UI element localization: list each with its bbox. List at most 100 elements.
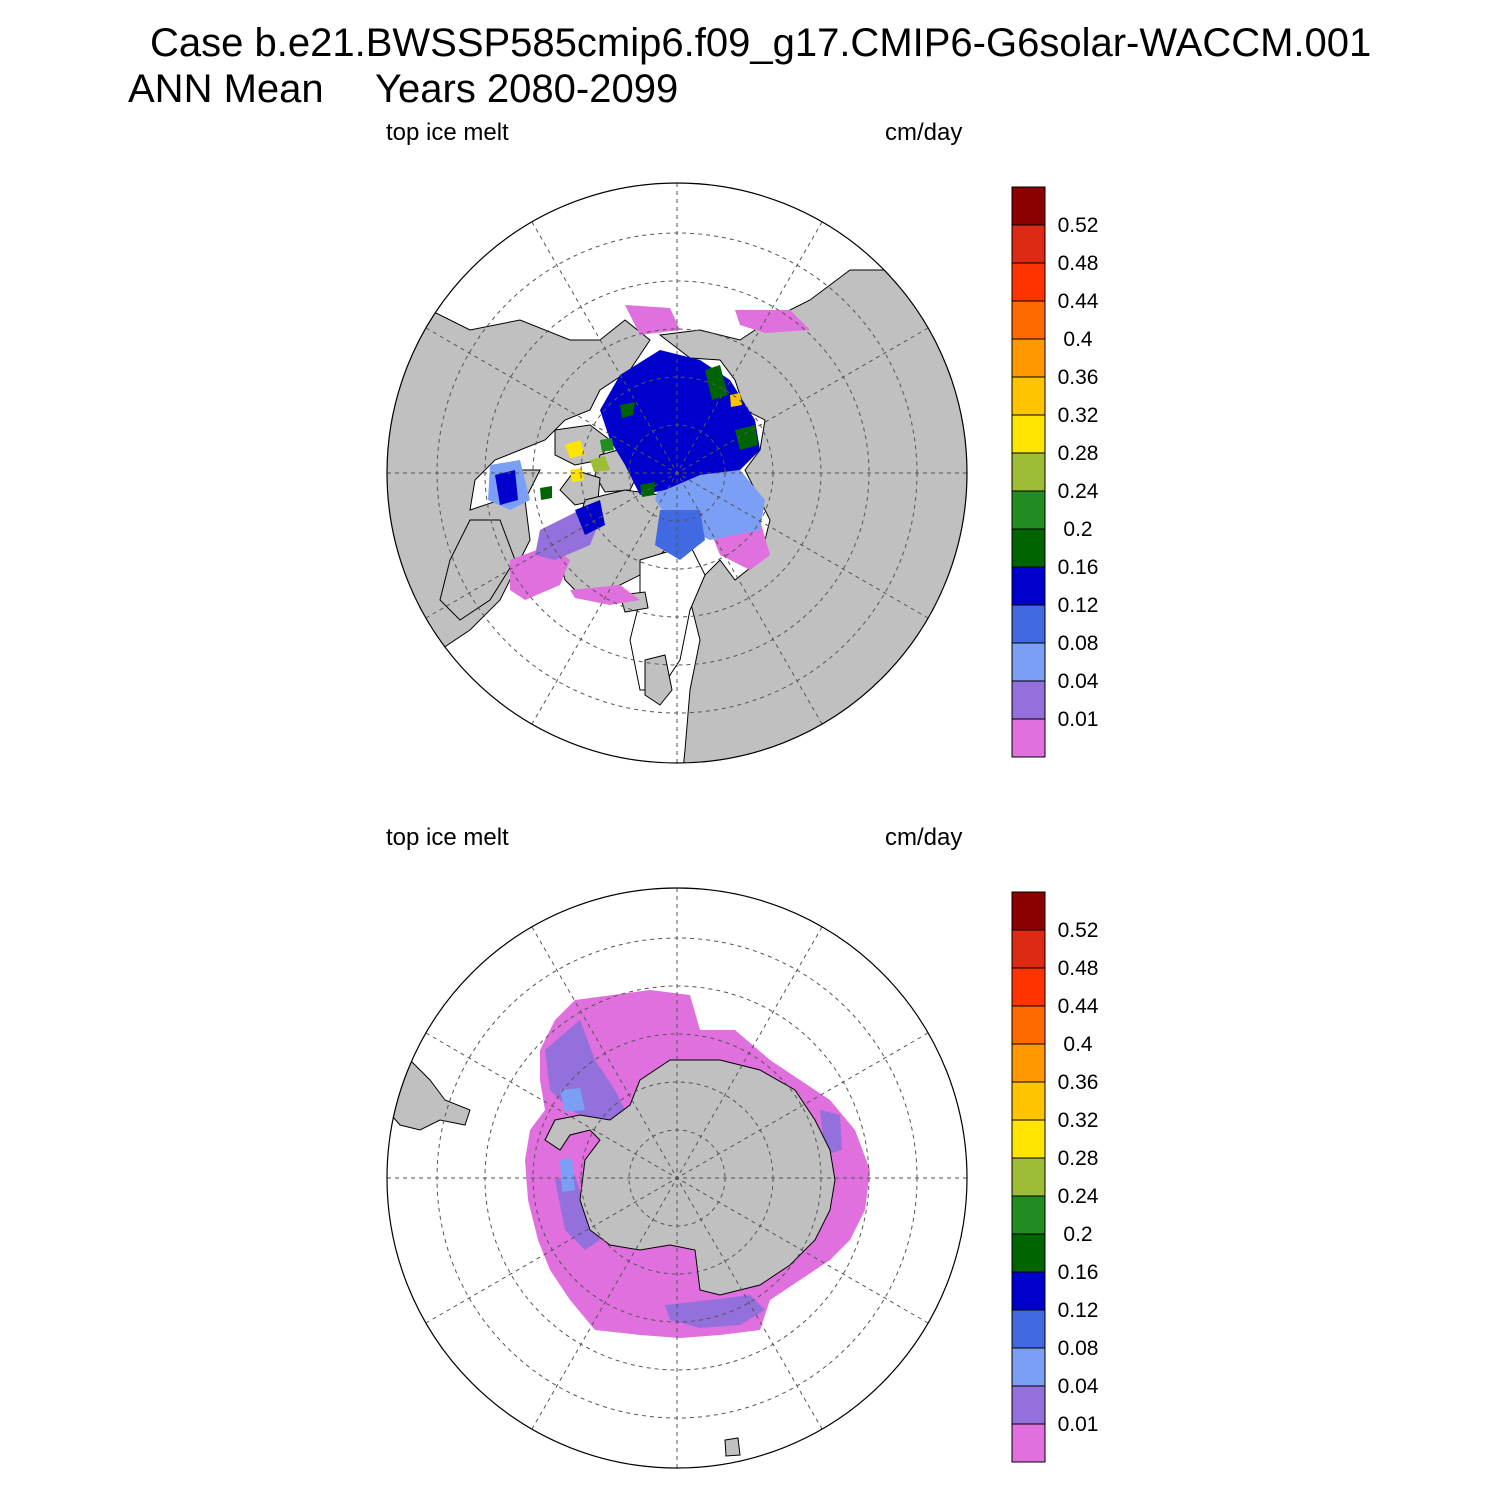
south-colorbar-swatch-11	[1011, 1005, 1046, 1045]
melt-contour-yellow-archipelago-b	[570, 468, 584, 482]
north-colorbar-swatch-0	[1011, 718, 1046, 758]
south-colorbar-swatch-14	[1011, 891, 1046, 931]
north-colorbar-swatch-3	[1011, 604, 1046, 644]
north-colorbar-swatch-11	[1011, 300, 1046, 340]
meridian-line-f	[425, 327, 929, 619]
south-units-label: cm/day	[885, 824, 963, 851]
melt-contour-purple-ross	[665, 1295, 765, 1328]
south-america-tip	[387, 1059, 471, 1131]
south-colorbar-swatch-10	[1011, 1043, 1046, 1083]
south-colorbar-tick-label: 0.01	[1058, 1413, 1099, 1436]
south-colorbar-swatch-9	[1011, 1081, 1046, 1121]
north-colorbar-swatch-7	[1011, 452, 1046, 492]
north-colorbar-tick-label: 0.48	[1058, 252, 1099, 275]
south-colorbar-swatch-2	[1011, 1347, 1046, 1387]
north-colorbar-tick-label: 0.44	[1058, 290, 1099, 313]
north-colorbar-tick-label: 0.52	[1058, 214, 1099, 237]
north-variable-label: top ice melt	[386, 119, 509, 146]
south-colorbar-swatch-3	[1011, 1309, 1046, 1349]
north-colorbar-swatch-14	[1011, 186, 1046, 226]
arctic-map-border	[386, 182, 968, 764]
melt-contour-pink-bering	[625, 305, 680, 335]
melt-contour-darkgreen-laptev	[705, 365, 728, 400]
north-colorbar-swatch-13	[1011, 224, 1046, 264]
north-colorbar-swatch-12	[1011, 262, 1046, 302]
melt-contour-purple-amundsen	[555, 1175, 600, 1250]
north-colorbar-swatch-6	[1011, 490, 1046, 530]
north-colorbar: 0.01 0.04 0.08 0.12 0.16 0.2 0.24 0.28 0.32 0.36 0…	[1011, 186, 1099, 758]
north-colorbar-tick-label: 0.12	[1058, 594, 1099, 617]
melt-contour-olive-archipelago	[590, 456, 610, 472]
south-colorbar: 0.01 0.04 0.08 0.12 0.16 0.2 0.24 0.28 0.32 0.36 0…	[1011, 891, 1099, 1463]
melt-contour-pink-okhotsk	[735, 310, 810, 333]
north-colorbar-swatch-5	[1011, 528, 1046, 568]
british-isles	[644, 654, 673, 706]
arctic-melt-field	[488, 305, 810, 605]
south-colorbar-swatch-0	[1011, 1423, 1046, 1463]
north-colorbar-swatch-10	[1011, 338, 1046, 378]
north-units-label: cm/day	[885, 119, 963, 146]
small-island-south	[724, 1437, 741, 1457]
melt-contour-darkblue-hudson	[495, 470, 518, 505]
north-colorbar-swatch-9	[1011, 376, 1046, 416]
north-colorbar-tick-label: 0.04	[1058, 670, 1099, 693]
north-colorbar-swatch-4	[1011, 566, 1046, 606]
north-colorbar-tick-label: 0.28	[1058, 442, 1099, 465]
norwegian-sea	[629, 544, 706, 691]
south-colorbar-swatch-12	[1011, 967, 1046, 1007]
north-colorbar-tick-label: 0.32	[1058, 404, 1099, 427]
arctic-graticule	[387, 183, 967, 763]
south-colorbar-tick-label: 0.52	[1058, 919, 1099, 942]
south-colorbar-swatch-4	[1011, 1271, 1046, 1311]
south-colorbar-tick-label: 0.32	[1058, 1109, 1099, 1132]
south-colorbar-tick-label: 0.2	[1063, 1223, 1092, 1246]
north-colorbar-tick-label: 0.16	[1058, 556, 1099, 579]
south-colorbar-tick-label: 0.08	[1058, 1337, 1099, 1360]
antarctic-map-border	[386, 887, 968, 1469]
north-america-landmass	[387, 299, 651, 651]
melt-contour-blue-fram	[655, 510, 705, 560]
north-colorbar-tick-label: 0.36	[1058, 366, 1099, 389]
south-variable-label: top ice melt	[386, 824, 509, 851]
south-colorbar-tick-label: 0.16	[1058, 1261, 1099, 1284]
north-colorbar-tick-label: 0.24	[1058, 480, 1099, 503]
south-colorbar-tick-label: 0.4	[1063, 1033, 1093, 1056]
labrador-region	[439, 519, 516, 621]
south-colorbar-tick-label: 0.36	[1058, 1071, 1099, 1094]
antarctica	[544, 1059, 836, 1296]
south-colorbar-tick-label: 0.04	[1058, 1375, 1099, 1398]
years-label: Years 2080-2099	[375, 67, 679, 111]
south-colorbar-swatch-1	[1011, 1385, 1046, 1425]
mean-label: ANN Mean	[128, 67, 324, 111]
meridian-line-f	[425, 1032, 929, 1324]
north-colorbar-tick-label: 0.4	[1063, 328, 1093, 351]
north-colorbar-tick-label: 0.2	[1063, 518, 1092, 541]
melt-contour-darkgreen-foxe	[540, 486, 552, 500]
south-colorbar-tick-label: 0.48	[1058, 957, 1099, 980]
north-colorbar-swatch-2	[1011, 642, 1046, 682]
south-colorbar-swatch-13	[1011, 929, 1046, 969]
south-colorbar-swatch-8	[1011, 1119, 1046, 1159]
north-colorbar-swatch-8	[1011, 414, 1046, 454]
melt-contour-yellow-archipelago-a	[565, 440, 585, 458]
south-colorbar-swatch-7	[1011, 1157, 1046, 1197]
antarctic-map	[386, 887, 968, 1469]
north-colorbar-tick-label: 0.08	[1058, 632, 1099, 655]
melt-contour-darkblue-baffin	[575, 500, 605, 535]
melt-contour-darkgreen-kara	[735, 425, 758, 450]
antarctic-graticule	[387, 888, 967, 1468]
south-colorbar-swatch-6	[1011, 1195, 1046, 1235]
south-colorbar-tick-label: 0.44	[1058, 995, 1099, 1018]
south-colorbar-tick-label: 0.28	[1058, 1147, 1099, 1170]
melt-contour-pink-greenland-south	[570, 585, 640, 605]
melt-contour-lightblue-bellingshausen	[560, 1158, 575, 1192]
north-colorbar-tick-label: 0.01	[1058, 708, 1099, 731]
south-colorbar-tick-label: 0.12	[1058, 1299, 1099, 1322]
south-colorbar-swatch-5	[1011, 1233, 1046, 1273]
arctic-map	[386, 182, 968, 764]
case-title: Case b.e21.BWSSP585cmip6.f09_g17.CMIP6-G…	[150, 21, 1372, 65]
melt-contour-orange-yellow-laptev	[730, 393, 742, 407]
melt-contour-lightblue-peninsula	[560, 1088, 585, 1112]
south-colorbar-tick-label: 0.24	[1058, 1185, 1099, 1208]
